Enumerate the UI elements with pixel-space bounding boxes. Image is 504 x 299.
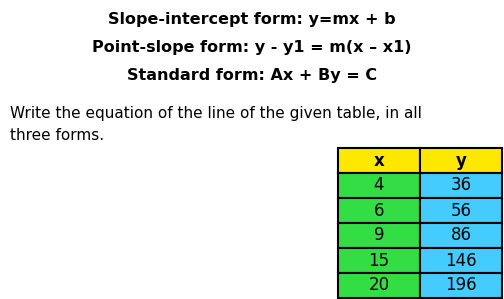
Bar <box>338 273 420 298</box>
Bar <box>338 198 420 223</box>
Text: 146: 146 <box>445 251 477 269</box>
Text: Point-slope form: y - y1 = m(x – x1): Point-slope form: y - y1 = m(x – x1) <box>92 40 412 55</box>
Text: 86: 86 <box>451 227 472 245</box>
Text: 20: 20 <box>368 277 390 295</box>
Bar <box>420 198 502 223</box>
Bar <box>420 273 502 298</box>
Text: 6: 6 <box>374 202 384 219</box>
Text: 196: 196 <box>445 277 477 295</box>
Bar <box>420 173 502 198</box>
Bar <box>338 148 420 173</box>
Text: Standard form: Ax + By = C: Standard form: Ax + By = C <box>127 68 377 83</box>
Text: 4: 4 <box>374 176 384 195</box>
Bar <box>338 223 420 248</box>
Bar <box>420 248 502 273</box>
Text: 56: 56 <box>451 202 472 219</box>
Text: y: y <box>456 152 466 170</box>
Bar <box>338 173 420 198</box>
Text: three forms.: three forms. <box>10 128 104 143</box>
Text: x: x <box>373 152 385 170</box>
Text: 36: 36 <box>451 176 472 195</box>
Bar <box>420 223 502 248</box>
Text: Slope-intercept form: y=mx + b: Slope-intercept form: y=mx + b <box>108 12 396 27</box>
Text: Write the equation of the line of the given table, in all: Write the equation of the line of the gi… <box>10 106 422 121</box>
Bar <box>338 248 420 273</box>
Text: 15: 15 <box>368 251 390 269</box>
Text: 9: 9 <box>374 227 384 245</box>
Bar <box>420 148 502 173</box>
